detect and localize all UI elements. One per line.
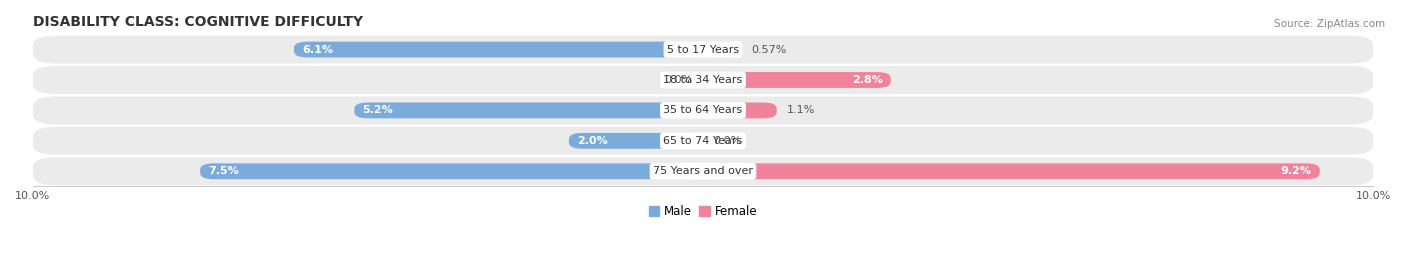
Text: 5 to 17 Years: 5 to 17 Years bbox=[666, 45, 740, 55]
Text: 2.0%: 2.0% bbox=[576, 136, 607, 146]
FancyBboxPatch shape bbox=[703, 163, 1320, 179]
FancyBboxPatch shape bbox=[32, 157, 1374, 185]
FancyBboxPatch shape bbox=[294, 42, 703, 58]
Text: 0.0%: 0.0% bbox=[665, 75, 693, 85]
Text: 18 to 34 Years: 18 to 34 Years bbox=[664, 75, 742, 85]
FancyBboxPatch shape bbox=[32, 66, 1374, 94]
FancyBboxPatch shape bbox=[32, 96, 1374, 124]
Text: 1.1%: 1.1% bbox=[787, 105, 815, 115]
Text: 2.8%: 2.8% bbox=[852, 75, 883, 85]
FancyBboxPatch shape bbox=[200, 163, 703, 179]
Text: 0.57%: 0.57% bbox=[751, 45, 786, 55]
Text: 9.2%: 9.2% bbox=[1281, 166, 1312, 176]
FancyBboxPatch shape bbox=[569, 133, 703, 149]
FancyBboxPatch shape bbox=[32, 36, 1374, 63]
Text: 35 to 64 Years: 35 to 64 Years bbox=[664, 105, 742, 115]
Text: 5.2%: 5.2% bbox=[363, 105, 394, 115]
Text: DISABILITY CLASS: COGNITIVE DIFFICULTY: DISABILITY CLASS: COGNITIVE DIFFICULTY bbox=[32, 15, 363, 29]
FancyBboxPatch shape bbox=[354, 103, 703, 118]
Text: 6.1%: 6.1% bbox=[302, 45, 333, 55]
Text: 65 to 74 Years: 65 to 74 Years bbox=[664, 136, 742, 146]
Text: 0.0%: 0.0% bbox=[713, 136, 741, 146]
FancyBboxPatch shape bbox=[703, 42, 741, 58]
Text: 75 Years and over: 75 Years and over bbox=[652, 166, 754, 176]
Text: Source: ZipAtlas.com: Source: ZipAtlas.com bbox=[1274, 19, 1385, 29]
Legend: Male, Female: Male, Female bbox=[644, 201, 762, 223]
FancyBboxPatch shape bbox=[32, 127, 1374, 155]
FancyBboxPatch shape bbox=[703, 72, 891, 88]
Text: 7.5%: 7.5% bbox=[208, 166, 239, 176]
FancyBboxPatch shape bbox=[703, 103, 776, 118]
